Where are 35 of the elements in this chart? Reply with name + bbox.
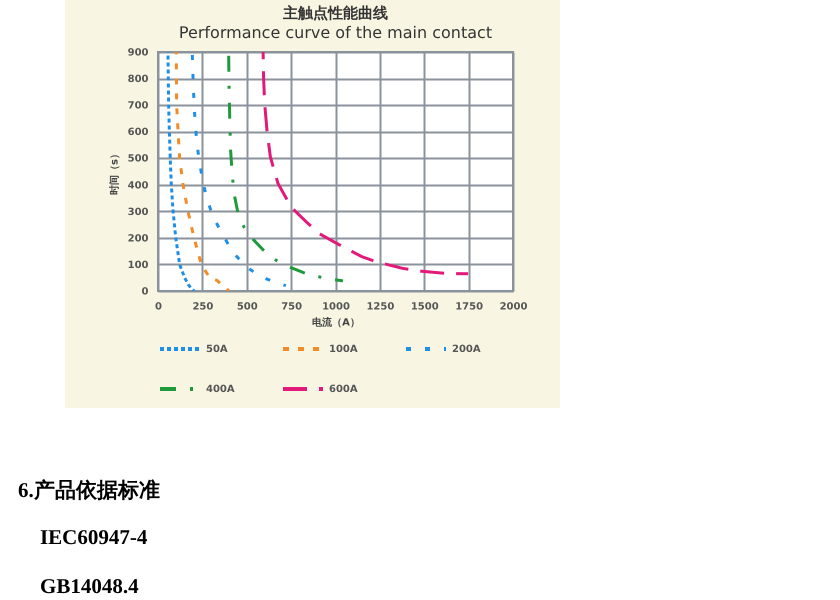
text: IEC60947-4 <box>40 525 148 550</box>
x-tick-label: 750 <box>281 302 302 312</box>
y-tick-label: 0 <box>142 286 149 298</box>
legend-label: 200A <box>452 344 481 355</box>
text: GB14048.4 <box>40 574 139 599</box>
chart-subtitle: Performance curve of the main contact <box>178 23 492 42</box>
line-series <box>166 52 196 291</box>
x-tick-label: 1250 <box>366 302 394 312</box>
y-tick-label: 600 <box>128 127 149 138</box>
text: 6.产品依据标准 <box>18 477 160 504</box>
x-tick-label: 500 <box>236 302 258 312</box>
legend-label: 100A <box>329 344 358 355</box>
legend-label: 600A <box>329 384 358 395</box>
line-series <box>174 52 230 291</box>
y-tick-label: 900 <box>128 48 149 58</box>
line-series <box>190 52 288 288</box>
line-series <box>262 52 470 276</box>
y-axis-title: 时间（s） <box>108 149 121 195</box>
x-tick-label: 2000 <box>500 302 528 312</box>
x-tick-label: 1000 <box>322 302 350 312</box>
y-tick-label: 700 <box>128 100 149 112</box>
x-tick-label: 1750 <box>455 302 484 312</box>
y-tick-label: 500 <box>128 154 149 165</box>
y-tick-label: 800 <box>128 74 149 86</box>
x-tick-label: 0 <box>155 302 162 312</box>
y-tick-label: 300 <box>128 206 149 218</box>
y-tick-label: 400 <box>128 180 149 192</box>
y-tick-label: 200 <box>128 233 149 244</box>
legend-label: 400A <box>206 384 235 395</box>
legend-label: 50A <box>206 344 228 355</box>
x-axis-title: 电流（A） <box>312 316 360 328</box>
x-tick-label: 1500 <box>410 302 439 312</box>
chart-title: 主触点性能曲线 <box>282 4 388 22</box>
y-tick-label: 100 <box>128 260 149 271</box>
x-tick-label: 250 <box>192 302 214 312</box>
